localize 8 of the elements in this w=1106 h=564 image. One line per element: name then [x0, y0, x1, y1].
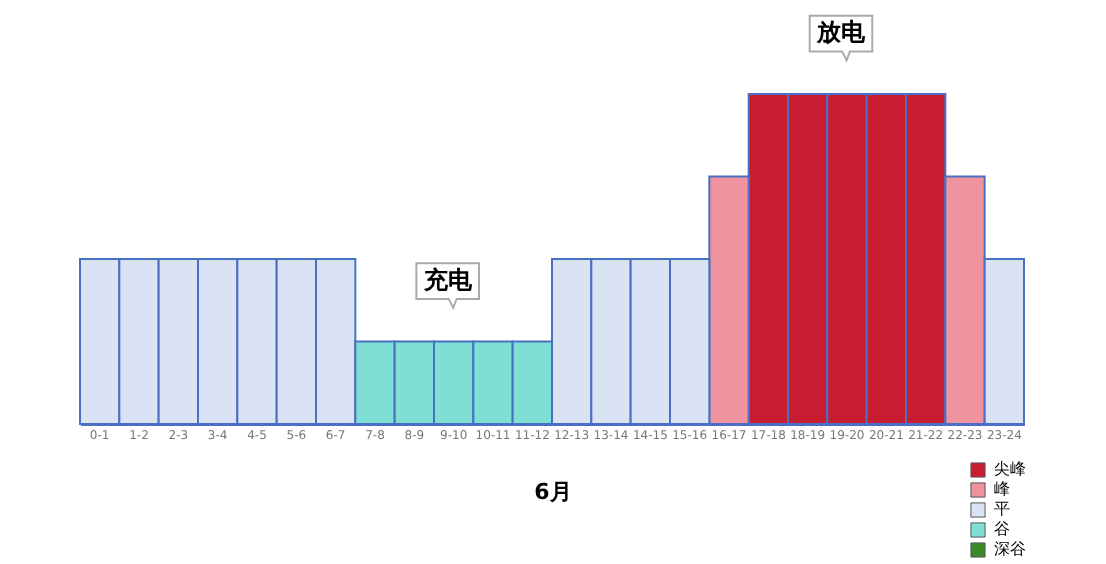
annotation: 放电	[815, 18, 867, 46]
legend-label: 深谷	[994, 540, 1026, 558]
x-axis-title: 6月	[534, 479, 572, 505]
legend-label: 峰	[994, 480, 1010, 498]
legend-label: 平	[994, 500, 1010, 518]
legend-label: 尖峰	[994, 460, 1026, 478]
legend-label: 谷	[994, 520, 1010, 538]
annotation: 充电	[421, 265, 474, 294]
